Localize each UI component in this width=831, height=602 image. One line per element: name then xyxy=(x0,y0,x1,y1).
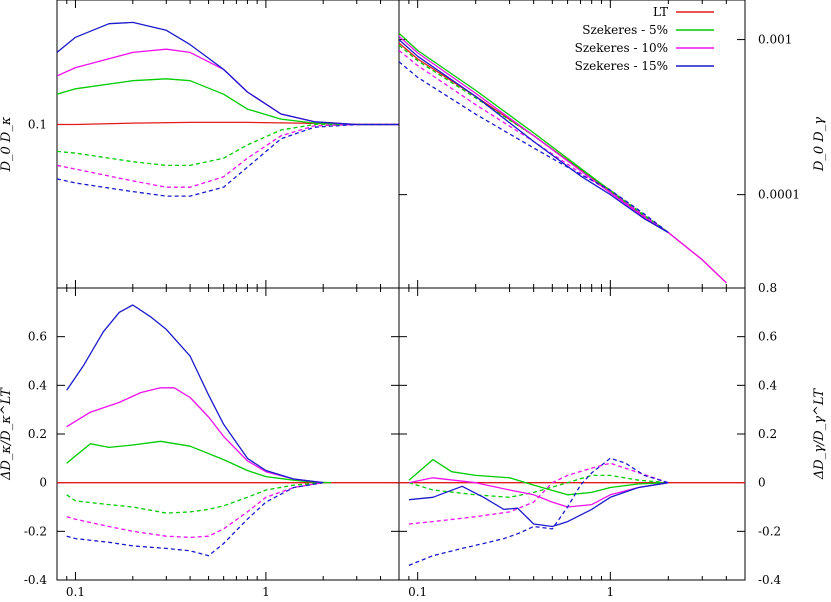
series-line-szekeres-15--solid xyxy=(399,39,669,234)
legend-label: LT xyxy=(653,5,668,19)
series-line-szekeres-5--solid xyxy=(408,458,669,496)
series-line-szekeres-15--solid xyxy=(408,482,669,528)
y-tick-label: 0.0001 xyxy=(758,188,800,202)
series-line-szekeres-5--dashed xyxy=(408,474,669,498)
x-tick-label: 0.1 xyxy=(408,585,427,599)
y-tick-label: 0.1 xyxy=(28,117,47,131)
plot-frame xyxy=(56,0,400,289)
y-axis-label: D_0 D_κ xyxy=(0,116,14,172)
y-tick-label: -0.2 xyxy=(758,524,781,538)
plot-frame xyxy=(56,287,400,581)
panel-top-left: 0.1 D_0 D_κ xyxy=(0,0,400,289)
y-tick-label: 0.4 xyxy=(758,378,777,392)
series-line-szekeres-5--solid xyxy=(57,78,399,126)
series-line-szekeres-5--dashed xyxy=(66,482,324,514)
series-line-szekeres-10--solid xyxy=(399,35,727,284)
series-line-szekeres-10--dashed xyxy=(57,123,399,188)
series-line-szekeres-15--dashed xyxy=(66,482,324,557)
y-axis-label: ΔD_κ/D_κ^LT xyxy=(0,387,14,481)
y-tick-label: -0.2 xyxy=(24,524,47,538)
x-tick-label: 1 xyxy=(262,585,270,599)
legend-label: Szekeres - 10% xyxy=(575,41,668,55)
y-axis-label: D_0 D_γ xyxy=(812,117,827,172)
series-line-szekeres-5--dashed xyxy=(57,123,399,167)
y-tick-label: 0.2 xyxy=(758,427,777,441)
series-line-szekeres-10--solid xyxy=(57,48,399,126)
y-tick-label: -0.4 xyxy=(24,573,48,587)
panel-bottom-left: 0.6 0.4 0.2 0 -0.2 -0.4 0.1 1 ΔD_κ/D_κ^LT xyxy=(0,287,400,599)
y-tick-label: 0.2 xyxy=(28,427,47,441)
series-line-szekeres-15--solid xyxy=(66,304,324,484)
series-line-szekeres-10--solid xyxy=(408,477,669,508)
y-tick-label: -0.4 xyxy=(758,573,782,587)
series-line-szekeres-15--dashed xyxy=(399,61,669,234)
series-line-szekeres-15--dashed xyxy=(408,457,669,567)
y-tick-label: 0 xyxy=(758,476,766,490)
y-tick-label: 0.001 xyxy=(758,33,792,47)
y-tick-label: 0.6 xyxy=(758,330,777,344)
y-tick-label: 0.6 xyxy=(28,330,47,344)
series-line-szekeres-15--dashed xyxy=(57,123,399,197)
plot-frame xyxy=(398,287,746,581)
series-line-szekeres-10--solid xyxy=(66,387,324,484)
panel-bottom-right: 0.8 0.6 0.4 0.2 0 -0.2 -0.4 0.1 1 ΔD_γ/D_γ^LT xyxy=(398,281,827,599)
legend: LT Szekeres - 5% Szekeres - 10% Szekeres - … xyxy=(575,5,714,73)
legend-label: Szekeres - 15% xyxy=(575,59,668,73)
y-axis-label: ΔD_γ/D_γ^LT xyxy=(812,388,827,481)
x-tick-label: 0.1 xyxy=(66,585,85,599)
legend-label: Szekeres - 5% xyxy=(582,23,668,37)
panel-top-right: 0.001 0.0001 D_0 D_γ xyxy=(398,0,827,289)
series-line-szekeres-15--solid xyxy=(57,21,399,126)
y-tick-label: 0 xyxy=(39,476,47,490)
series-line-szekeres-10--dashed xyxy=(66,482,324,539)
series-line-szekeres-10--dashed xyxy=(399,49,669,234)
series-line-szekeres-5--solid xyxy=(66,440,332,484)
x-tick-label: 1 xyxy=(607,585,615,599)
plot-frame xyxy=(398,0,746,289)
series-line-szekeres-10--dashed xyxy=(408,462,669,525)
y-tick-label: 0.4 xyxy=(28,378,47,392)
y-tick-label: 0.8 xyxy=(758,281,777,295)
